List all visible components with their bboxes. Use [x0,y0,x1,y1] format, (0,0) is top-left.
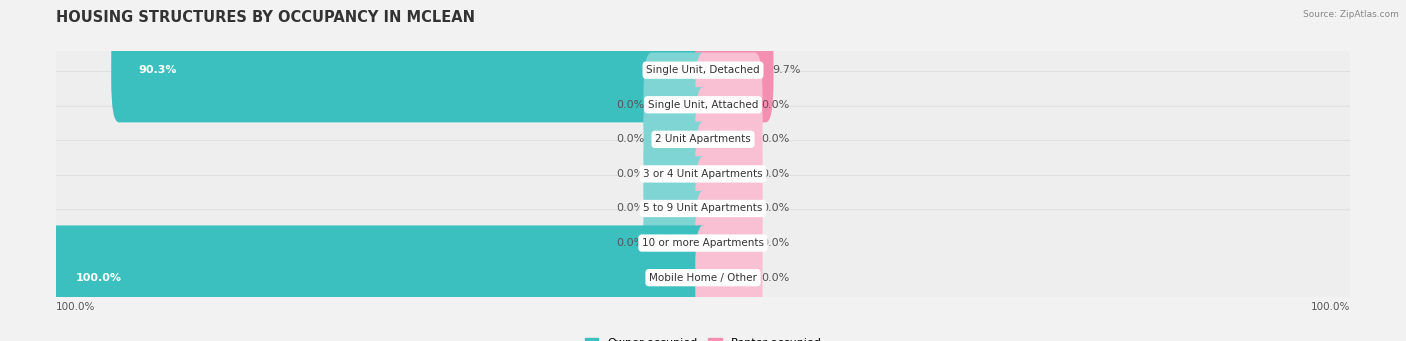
Text: 10 or more Apartments: 10 or more Apartments [643,238,763,248]
Text: Mobile Home / Other: Mobile Home / Other [650,273,756,283]
FancyBboxPatch shape [695,156,762,261]
FancyBboxPatch shape [644,53,711,157]
FancyBboxPatch shape [46,37,1360,173]
FancyBboxPatch shape [46,175,1360,311]
Text: 0.0%: 0.0% [761,238,789,248]
Text: 100.0%: 100.0% [56,302,96,312]
Text: 5 to 9 Unit Apartments: 5 to 9 Unit Apartments [644,204,762,213]
FancyBboxPatch shape [46,210,1360,341]
Text: 0.0%: 0.0% [761,169,789,179]
FancyBboxPatch shape [695,18,773,122]
FancyBboxPatch shape [644,191,711,295]
Text: Single Unit, Attached: Single Unit, Attached [648,100,758,110]
FancyBboxPatch shape [695,53,762,157]
FancyBboxPatch shape [111,18,711,122]
Text: 0.0%: 0.0% [761,134,789,144]
Text: Single Unit, Detached: Single Unit, Detached [647,65,759,75]
Text: 0.0%: 0.0% [617,134,645,144]
Text: 3 or 4 Unit Apartments: 3 or 4 Unit Apartments [643,169,763,179]
Text: 2 Unit Apartments: 2 Unit Apartments [655,134,751,144]
Text: 0.0%: 0.0% [761,100,789,110]
Text: HOUSING STRUCTURES BY OCCUPANCY IN MCLEAN: HOUSING STRUCTURES BY OCCUPANCY IN MCLEA… [56,10,475,25]
FancyBboxPatch shape [46,2,1360,138]
FancyBboxPatch shape [695,191,762,295]
FancyBboxPatch shape [48,225,711,330]
Text: 90.3%: 90.3% [138,65,177,75]
Text: 0.0%: 0.0% [617,169,645,179]
FancyBboxPatch shape [695,87,762,192]
Text: 100.0%: 100.0% [76,273,122,283]
FancyBboxPatch shape [644,156,711,261]
FancyBboxPatch shape [644,122,711,226]
Text: 9.7%: 9.7% [772,65,800,75]
Text: 0.0%: 0.0% [617,100,645,110]
FancyBboxPatch shape [644,87,711,192]
Text: 0.0%: 0.0% [617,204,645,213]
FancyBboxPatch shape [46,106,1360,242]
FancyBboxPatch shape [695,122,762,226]
Text: 100.0%: 100.0% [1310,302,1350,312]
FancyBboxPatch shape [46,141,1360,276]
FancyBboxPatch shape [695,225,762,330]
FancyBboxPatch shape [46,72,1360,207]
Text: 0.0%: 0.0% [761,273,789,283]
Legend: Owner-occupied, Renter-occupied: Owner-occupied, Renter-occupied [581,333,825,341]
Text: 0.0%: 0.0% [617,238,645,248]
Text: Source: ZipAtlas.com: Source: ZipAtlas.com [1303,10,1399,19]
Text: 0.0%: 0.0% [761,204,789,213]
